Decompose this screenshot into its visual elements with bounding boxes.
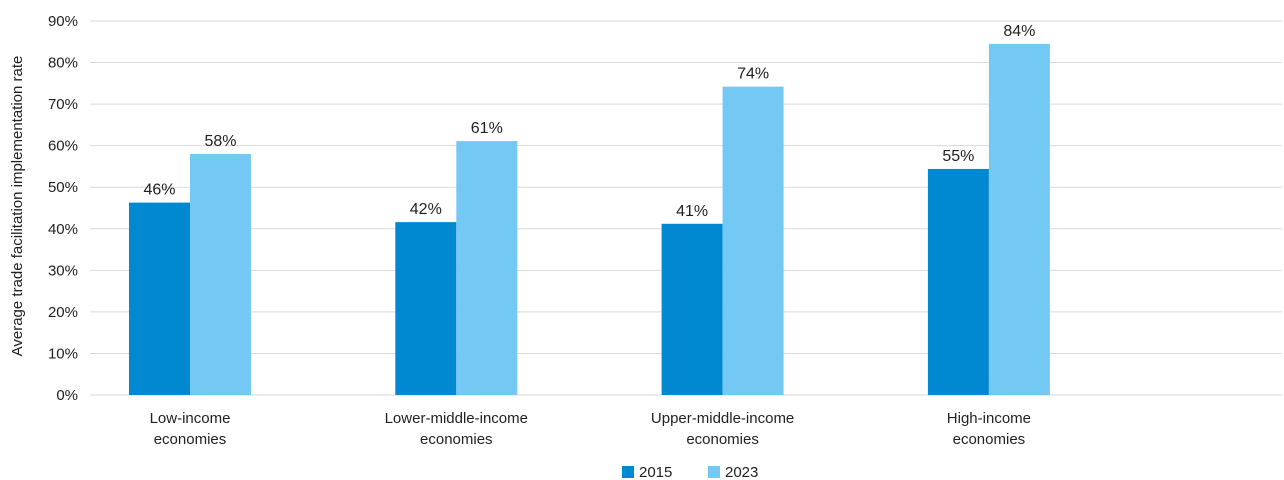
legend-label: 2015 <box>639 464 672 480</box>
y-tick-label: 70% <box>48 96 78 113</box>
data-label: 74% <box>737 66 769 83</box>
bar-2023-0 <box>190 153 251 395</box>
category-label: economies <box>420 431 493 448</box>
category-label: economies <box>154 431 227 448</box>
x-axis-categories: Low-income economies Lower-middle-income ec… <box>150 410 1031 448</box>
y-axis-ticks: 0% 10% 20% 30% 40% 50% 60% 70% 80% 90% <box>48 13 78 404</box>
legend-label: 2023 <box>725 464 758 480</box>
data-label: 41% <box>676 203 708 220</box>
category-label: economies <box>686 431 759 448</box>
y-tick-label: 60% <box>48 138 78 155</box>
y-tick-label: 50% <box>48 179 78 196</box>
legend-item-2023: 2023 <box>708 464 758 480</box>
y-tick-label: 0% <box>56 387 78 404</box>
data-label: 84% <box>1003 23 1035 40</box>
y-axis-title: Average trade facilitation implementatio… <box>9 56 26 357</box>
y-tick-label: 10% <box>48 345 78 362</box>
bar-2015-0 <box>129 202 190 395</box>
category-label: Upper-middle-income <box>651 410 794 427</box>
legend: 2015 2023 <box>622 464 758 480</box>
y-tick-label: 40% <box>48 221 78 238</box>
bar-2023-3 <box>988 43 1050 395</box>
legend-item-2015: 2015 <box>622 464 672 480</box>
legend-swatch <box>708 466 720 478</box>
category-label: High-income <box>947 410 1031 427</box>
y-tick-label: 30% <box>48 262 78 279</box>
bar-2023-1 <box>456 141 518 395</box>
bars <box>129 43 1050 395</box>
data-label: 46% <box>143 182 175 199</box>
category-label: Low-income <box>150 410 231 427</box>
bar-2015-1 <box>395 222 457 395</box>
data-label: 58% <box>204 133 236 150</box>
y-tick-label: 80% <box>48 55 78 72</box>
legend-swatch <box>622 466 634 478</box>
data-label: 42% <box>410 201 442 218</box>
category-label: Lower-middle-income <box>385 410 528 427</box>
y-tick-label: 20% <box>48 304 78 321</box>
y-tick-label: 90% <box>48 13 78 30</box>
bar-2015-3 <box>927 168 989 395</box>
data-label: 55% <box>942 148 974 165</box>
bar-2023-2 <box>722 86 784 395</box>
category-label: economies <box>953 431 1026 448</box>
data-label: 61% <box>471 120 503 137</box>
bar-2015-2 <box>661 223 723 395</box>
data-labels: 46% 58% 42% 61% 41% 74% 55% 84% <box>143 23 1035 220</box>
